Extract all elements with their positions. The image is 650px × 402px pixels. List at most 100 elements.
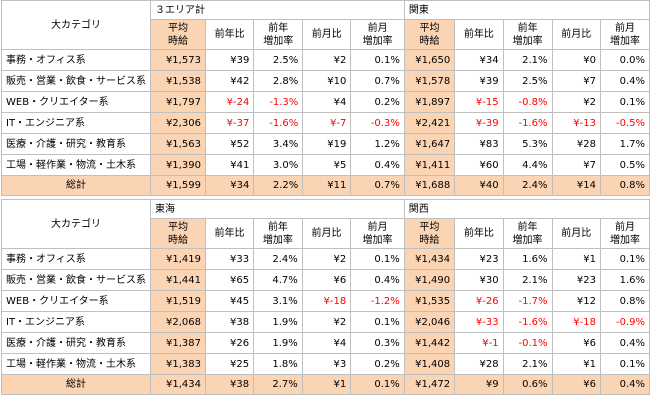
category-name: 事務・オフィス系 <box>1 49 151 71</box>
value-cell: -0.3% <box>350 112 405 134</box>
value-cell: 0.4% <box>350 154 405 176</box>
value-cell: 0.4% <box>350 269 405 291</box>
metric-header-label: 前月比 <box>311 29 342 40</box>
value-cell: 2.4% <box>502 175 553 196</box>
total-row: 総計 ¥1,599 ¥34 2.2% ¥11 0.7% ¥1,688 ¥40 2.4% ¥14 0.… <box>1 175 650 196</box>
value-cell: ¥6 <box>301 269 352 291</box>
value-cell: ¥1,408 <box>403 353 456 375</box>
metric-header-label: 前月 増加率 <box>362 221 393 246</box>
metric-header-label: 前年 増加率 <box>263 22 294 47</box>
value-cell: -0.1% <box>502 332 553 354</box>
metric-header: 前年比 <box>204 218 255 249</box>
category-name: 事務・オフィス系 <box>1 248 151 270</box>
value-cell: 0.6% <box>502 374 553 395</box>
value-cell: 2.8% <box>253 70 304 92</box>
value-cell: ¥23 <box>454 248 504 270</box>
value-cell: ¥65 <box>204 269 255 291</box>
value-cell: ¥2 <box>551 91 601 113</box>
table-row: 販売・営業・飲食・サービス系 ¥1,441 ¥65 4.7% ¥6 0.4% ¥1,490 ¥… <box>1 269 650 291</box>
value-cell: 0.3% <box>350 332 405 354</box>
value-cell: ¥-24 <box>204 91 255 113</box>
area-header: ３エリア計 <box>150 0 405 20</box>
metric-header-label: 平均 時給 <box>419 22 440 47</box>
category-name: 工場・軽作業・物流・土木系 <box>1 353 151 375</box>
metric-header-label: 前年 増加率 <box>512 221 543 246</box>
total-row: 総計 ¥1,434 ¥38 2.7% ¥1 0.1% ¥1,472 ¥9 0.6% ¥6 0.4% <box>1 374 650 395</box>
value-cell: 0.7% <box>350 175 405 196</box>
value-cell: ¥83 <box>454 133 504 155</box>
value-cell: ¥39 <box>204 49 255 71</box>
value-cell: 0.0% <box>599 49 650 71</box>
category-name: 販売・営業・飲食・サービス系 <box>1 70 151 92</box>
value-cell: ¥60 <box>454 154 504 176</box>
value-cell: ¥1 <box>551 248 601 270</box>
value-cell: ¥1,688 <box>403 175 456 196</box>
value-cell: ¥1,411 <box>403 154 456 176</box>
value-cell: ¥-26 <box>454 290 504 312</box>
value-cell: 0.1% <box>350 374 405 395</box>
value-cell: 1.9% <box>253 311 303 333</box>
value-cell: 0.1% <box>350 49 405 71</box>
category-name: 総計 <box>1 175 151 196</box>
metric-header: 前月比 <box>301 218 352 249</box>
value-cell: ¥-18 <box>551 311 601 333</box>
value-cell: ¥23 <box>551 269 601 291</box>
value-cell: 0.1% <box>599 91 650 113</box>
value-cell: ¥1,434 <box>403 248 456 270</box>
value-cell: 2.5% <box>253 49 304 71</box>
category-name: WEB・クリエイター系 <box>1 290 151 312</box>
value-cell: ¥1,419 <box>150 248 206 270</box>
value-cell: ¥2 <box>301 248 352 270</box>
category-name: 総計 <box>1 374 151 395</box>
value-cell: 2.1% <box>502 49 553 71</box>
value-cell: 2.5% <box>502 70 553 92</box>
value-cell: ¥-7 <box>302 112 352 134</box>
value-cell: ¥6 <box>551 332 601 354</box>
value-cell: 0.4% <box>599 70 650 92</box>
value-cell: 0.1% <box>350 248 405 270</box>
value-cell: ¥5 <box>302 154 352 176</box>
value-cell: ¥1,563 <box>150 133 206 155</box>
value-cell: ¥1,442 <box>403 332 456 354</box>
value-cell: 5.3% <box>502 133 553 155</box>
category-name: 工場・軽作業・物流・土木系 <box>1 154 151 176</box>
value-cell: ¥42 <box>204 70 255 92</box>
value-cell: -1.7% <box>502 290 553 312</box>
value-cell: ¥38 <box>204 374 255 395</box>
value-cell: -1.6% <box>253 112 304 134</box>
value-cell: 0.7% <box>350 70 405 92</box>
value-cell: 0.8% <box>599 175 650 196</box>
metric-header: 前月 増加率 <box>350 218 405 249</box>
table-row: 工場・軽作業・物流・土木系 ¥1,390 ¥41 3.0% ¥5 0.4% ¥1,411 ¥6… <box>1 154 650 176</box>
value-cell: -1.3% <box>253 91 304 113</box>
value-cell: 0.2% <box>350 91 405 113</box>
value-cell: ¥-33 <box>454 311 504 333</box>
wage-table-1: 大カテゴリ ３エリア計 関東 平均 時給 前年比 前年 増加率 前月比 前月 増加率 平均 時給… <box>1 0 650 196</box>
table-row: 販売・営業・飲食・サービス系 ¥1,538 ¥42 2.8% ¥10 0.7% ¥1,578… <box>1 70 650 92</box>
value-cell: ¥1,599 <box>150 175 206 196</box>
value-cell: ¥34 <box>204 175 255 196</box>
value-cell: ¥34 <box>454 49 504 71</box>
value-cell: ¥1,519 <box>150 290 206 312</box>
value-cell: 1.2% <box>350 133 405 155</box>
area-header: 東海 <box>150 199 405 219</box>
metric-header: 平均 時給 <box>403 218 456 249</box>
value-cell: ¥33 <box>204 248 255 270</box>
value-cell: 0.1% <box>599 248 650 270</box>
value-cell: ¥11 <box>302 175 352 196</box>
metric-header: 前年 増加率 <box>253 19 304 50</box>
table-row: WEB・クリエイター系 ¥1,797 ¥-24 -1.3% ¥4 0.2% ¥1,897 ¥-… <box>1 91 650 113</box>
value-cell: -1.6% <box>502 112 553 134</box>
metric-header: 前月比 <box>302 19 352 50</box>
value-cell: -1.6% <box>502 311 553 333</box>
value-cell: 3.0% <box>253 154 304 176</box>
value-cell: 2.4% <box>253 248 303 270</box>
metric-header: 前月 増加率 <box>599 19 650 50</box>
value-cell: ¥10 <box>302 70 352 92</box>
value-cell: ¥30 <box>454 269 504 291</box>
metric-header: 前年比 <box>454 218 504 249</box>
metric-header-label: 前年比 <box>214 29 245 40</box>
metric-header: 平均 時給 <box>403 19 456 50</box>
value-cell: ¥39 <box>454 70 504 92</box>
